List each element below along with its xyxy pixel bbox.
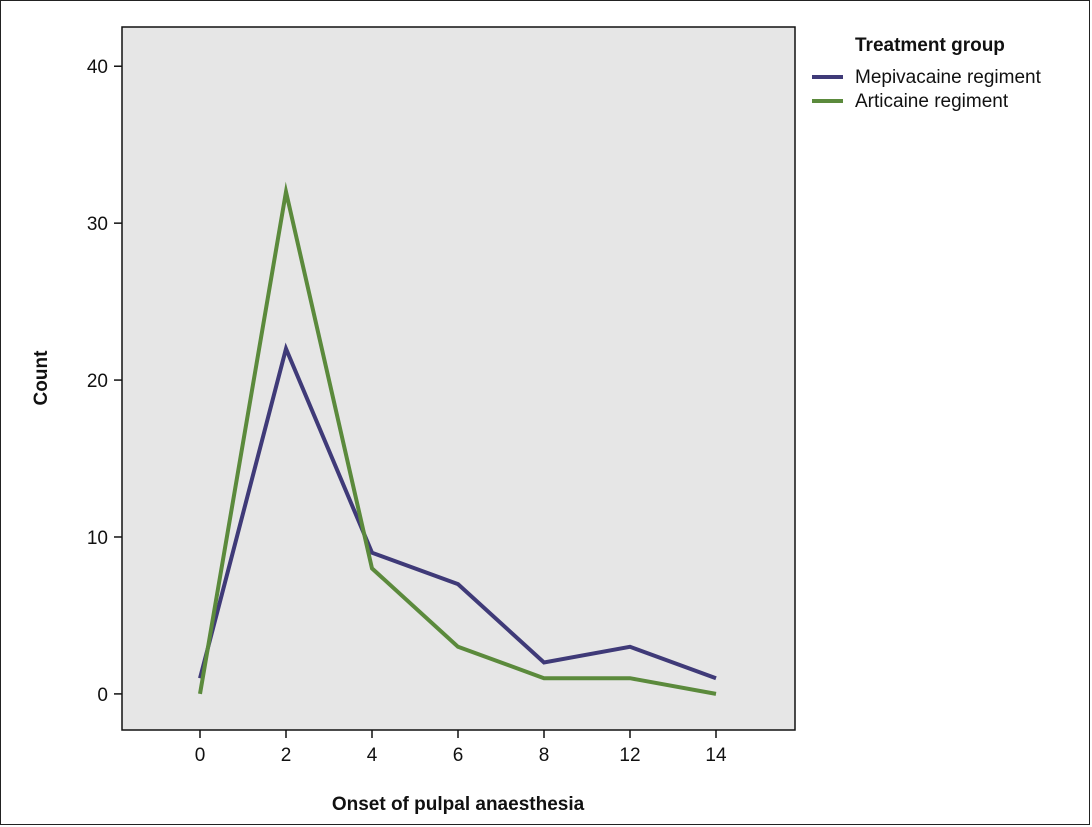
series-line-articaine [198, 181, 717, 696]
series-line-mepivacaine [198, 342, 717, 681]
x-axis-title: Onset of pulpal anaesthesia [332, 794, 585, 815]
y-tick-label: 40 [87, 57, 108, 78]
legend-title: Treatment group [855, 35, 1005, 56]
y-axis: 0 10 20 30 40 [87, 57, 122, 706]
x-tick-label: 4 [367, 745, 378, 766]
y-axis-title: Count [31, 350, 52, 406]
x-tick-label: 8 [539, 745, 550, 766]
x-tick-label: 14 [705, 745, 727, 766]
x-tick-label: 12 [619, 745, 640, 766]
x-axis: 0 2 4 6 8 12 14 [195, 730, 727, 766]
x-tick-label: 0 [195, 745, 206, 766]
plot-area [121, 26, 796, 731]
series-layer [198, 181, 717, 696]
y-tick-label: 30 [87, 214, 108, 235]
y-tick-label: 20 [87, 371, 108, 392]
legend: Treatment group Mepivacaine regiment Art… [812, 35, 1042, 112]
x-tick-label: 6 [453, 745, 464, 766]
legend-label-articaine: Articaine regiment [855, 91, 1009, 112]
x-tick-label: 2 [281, 745, 292, 766]
y-tick-label: 10 [87, 528, 108, 549]
y-tick-label: 0 [97, 685, 108, 706]
legend-label-mepivacaine: Mepivacaine regiment [855, 67, 1042, 88]
